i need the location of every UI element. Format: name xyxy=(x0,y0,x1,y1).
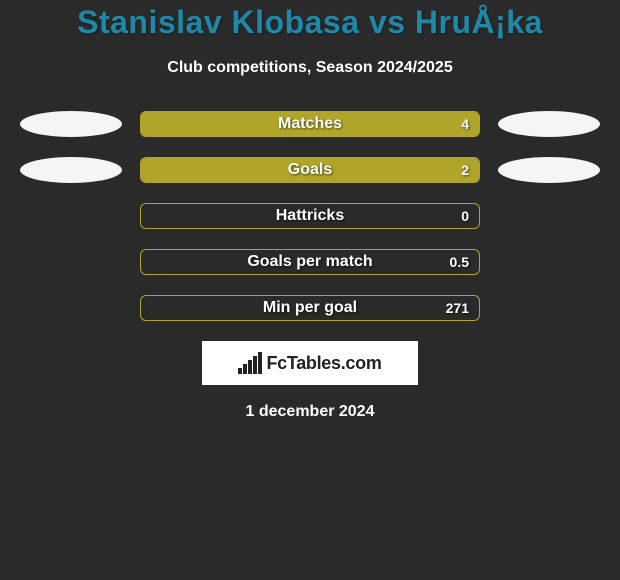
stat-row: Hattricks0 xyxy=(0,203,620,229)
stat-bar: Matches4 xyxy=(140,111,480,137)
page-title: Stanislav Klobasa vs HruÅ¡ka xyxy=(0,4,620,41)
stat-bar: Goals per match0.5 xyxy=(140,249,480,275)
bar-chart-icon xyxy=(238,352,262,374)
stat-bar-value: 2 xyxy=(461,162,469,178)
stat-bar-value: 0.5 xyxy=(450,254,469,270)
left-ellipse xyxy=(20,157,122,183)
stat-rows: Matches4Goals2Hattricks0Goals per match0… xyxy=(0,111,620,321)
stat-row: Matches4 xyxy=(0,111,620,137)
right-ellipse xyxy=(498,111,600,137)
stat-bar: Goals2 xyxy=(140,157,480,183)
stat-bar-label: Goals per match xyxy=(141,253,479,271)
date-label: 1 december 2024 xyxy=(0,403,620,421)
logo-text: FcTables.com xyxy=(266,353,381,374)
stat-bar-label: Matches xyxy=(141,115,479,133)
right-ellipse xyxy=(498,157,600,183)
left-ellipse xyxy=(20,111,122,137)
stat-row: Goals per match0.5 xyxy=(0,249,620,275)
stat-bar: Hattricks0 xyxy=(140,203,480,229)
stat-bar-value: 0 xyxy=(461,208,469,224)
stat-bar-label: Goals xyxy=(141,161,479,179)
stat-bar-label: Min per goal xyxy=(141,299,479,317)
stat-bar: Min per goal271 xyxy=(140,295,480,321)
stat-row: Goals2 xyxy=(0,157,620,183)
logo-box[interactable]: FcTables.com xyxy=(202,341,418,385)
comparison-widget: Stanislav Klobasa vs HruÅ¡ka Club compet… xyxy=(0,0,620,421)
stat-bar-label: Hattricks xyxy=(141,207,479,225)
stat-row: Min per goal271 xyxy=(0,295,620,321)
subtitle: Club competitions, Season 2024/2025 xyxy=(0,59,620,77)
stat-bar-value: 271 xyxy=(446,300,469,316)
stat-bar-value: 4 xyxy=(461,116,469,132)
